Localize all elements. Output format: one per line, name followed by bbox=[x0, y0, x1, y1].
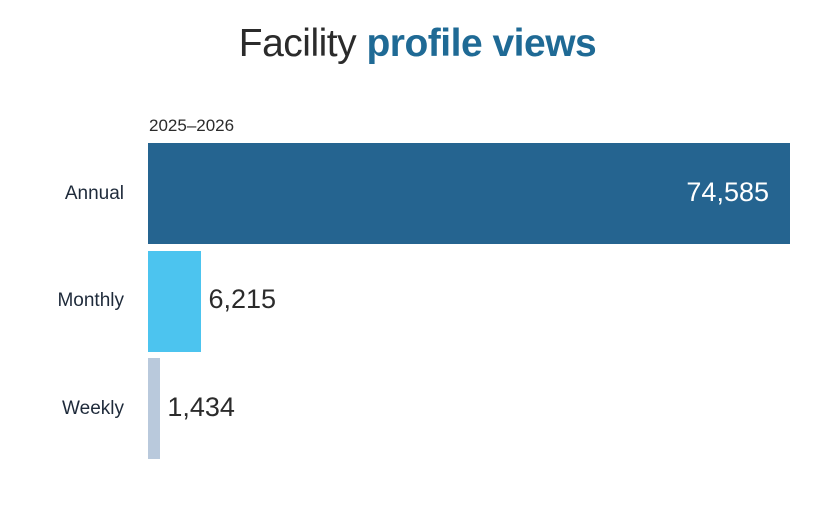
category-label-weekly: Weekly bbox=[62, 397, 124, 419]
bar-annual bbox=[148, 143, 790, 244]
period-label: 2025–2026 bbox=[149, 116, 235, 135]
title-part-light: Facility bbox=[238, 22, 357, 65]
title-part-bold: profile views bbox=[366, 22, 597, 65]
category-label-annual: Annual bbox=[64, 182, 124, 204]
chart-title: Facility profile views bbox=[0, 22, 835, 66]
bar-weekly bbox=[148, 358, 161, 459]
bar-monthly bbox=[148, 250, 202, 352]
category-label-monthly: Monthly bbox=[57, 290, 124, 311]
value-label-annual: 74,585 bbox=[686, 176, 769, 207]
value-label-monthly: 6,215 bbox=[208, 284, 277, 314]
value-label-weekly: 1,434 bbox=[167, 391, 235, 422]
